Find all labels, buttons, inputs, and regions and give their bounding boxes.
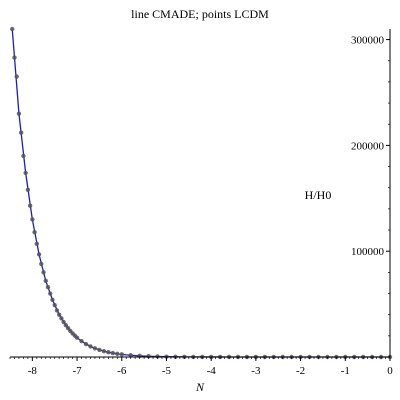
chart-title: line CMADE; points LCDM <box>131 7 269 21</box>
data-point <box>106 350 111 355</box>
y-ticks: 100000 200000 300000 <box>351 35 390 337</box>
data-point <box>12 55 17 60</box>
data-point <box>16 111 22 116</box>
x-tick-label: 0 <box>387 365 393 377</box>
data-point <box>14 74 19 79</box>
data-point <box>36 252 42 257</box>
y-tick-label: 200000 <box>351 140 385 152</box>
x-tick-label: -3 <box>251 365 261 377</box>
data-point <box>74 335 80 340</box>
x-axis-label: N <box>195 380 205 394</box>
data-point <box>50 297 55 303</box>
data-point <box>10 26 15 32</box>
data-point <box>18 130 24 135</box>
x-tick-label: -6 <box>117 365 127 377</box>
data-point <box>30 217 35 222</box>
data-point <box>52 302 57 308</box>
y-axis-label: H/H0 <box>305 188 332 202</box>
data-point <box>61 319 66 325</box>
data-point <box>34 241 40 246</box>
data-point <box>155 354 160 359</box>
x-ticks: -8 -7 -6 -5 -4 -3 -2 -1 0 <box>9 357 393 377</box>
data-point <box>43 278 48 284</box>
data-point <box>110 350 116 356</box>
series-line <box>11 28 390 358</box>
data-point <box>97 347 102 353</box>
x-tick-label: -8 <box>28 365 38 377</box>
x-tick-label: -1 <box>341 365 350 377</box>
data-point <box>48 291 53 296</box>
data-point <box>41 270 46 275</box>
data-point <box>45 284 51 290</box>
y-tick-label: 300000 <box>351 35 385 47</box>
data-point <box>59 316 64 321</box>
x-tick-label: -5 <box>162 365 172 377</box>
data-point <box>92 346 98 351</box>
x-tick-label: -2 <box>296 365 305 377</box>
data-point <box>79 338 84 344</box>
data-point <box>21 153 26 159</box>
data-point <box>83 341 89 347</box>
data-point <box>88 344 93 349</box>
data-point <box>128 353 133 358</box>
data-point <box>115 351 120 357</box>
data-point <box>101 348 107 354</box>
data-point <box>23 170 28 176</box>
data-point <box>54 308 60 313</box>
data-point <box>39 261 44 267</box>
series-layer <box>10 26 393 360</box>
x-tick-label: -4 <box>207 365 217 377</box>
data-point <box>32 229 37 235</box>
data-point <box>27 203 33 208</box>
x-tick-label: -7 <box>72 365 82 377</box>
data-point <box>119 352 124 357</box>
data-point <box>56 312 62 317</box>
data-point <box>25 187 31 193</box>
y-tick-label: 100000 <box>351 246 385 258</box>
